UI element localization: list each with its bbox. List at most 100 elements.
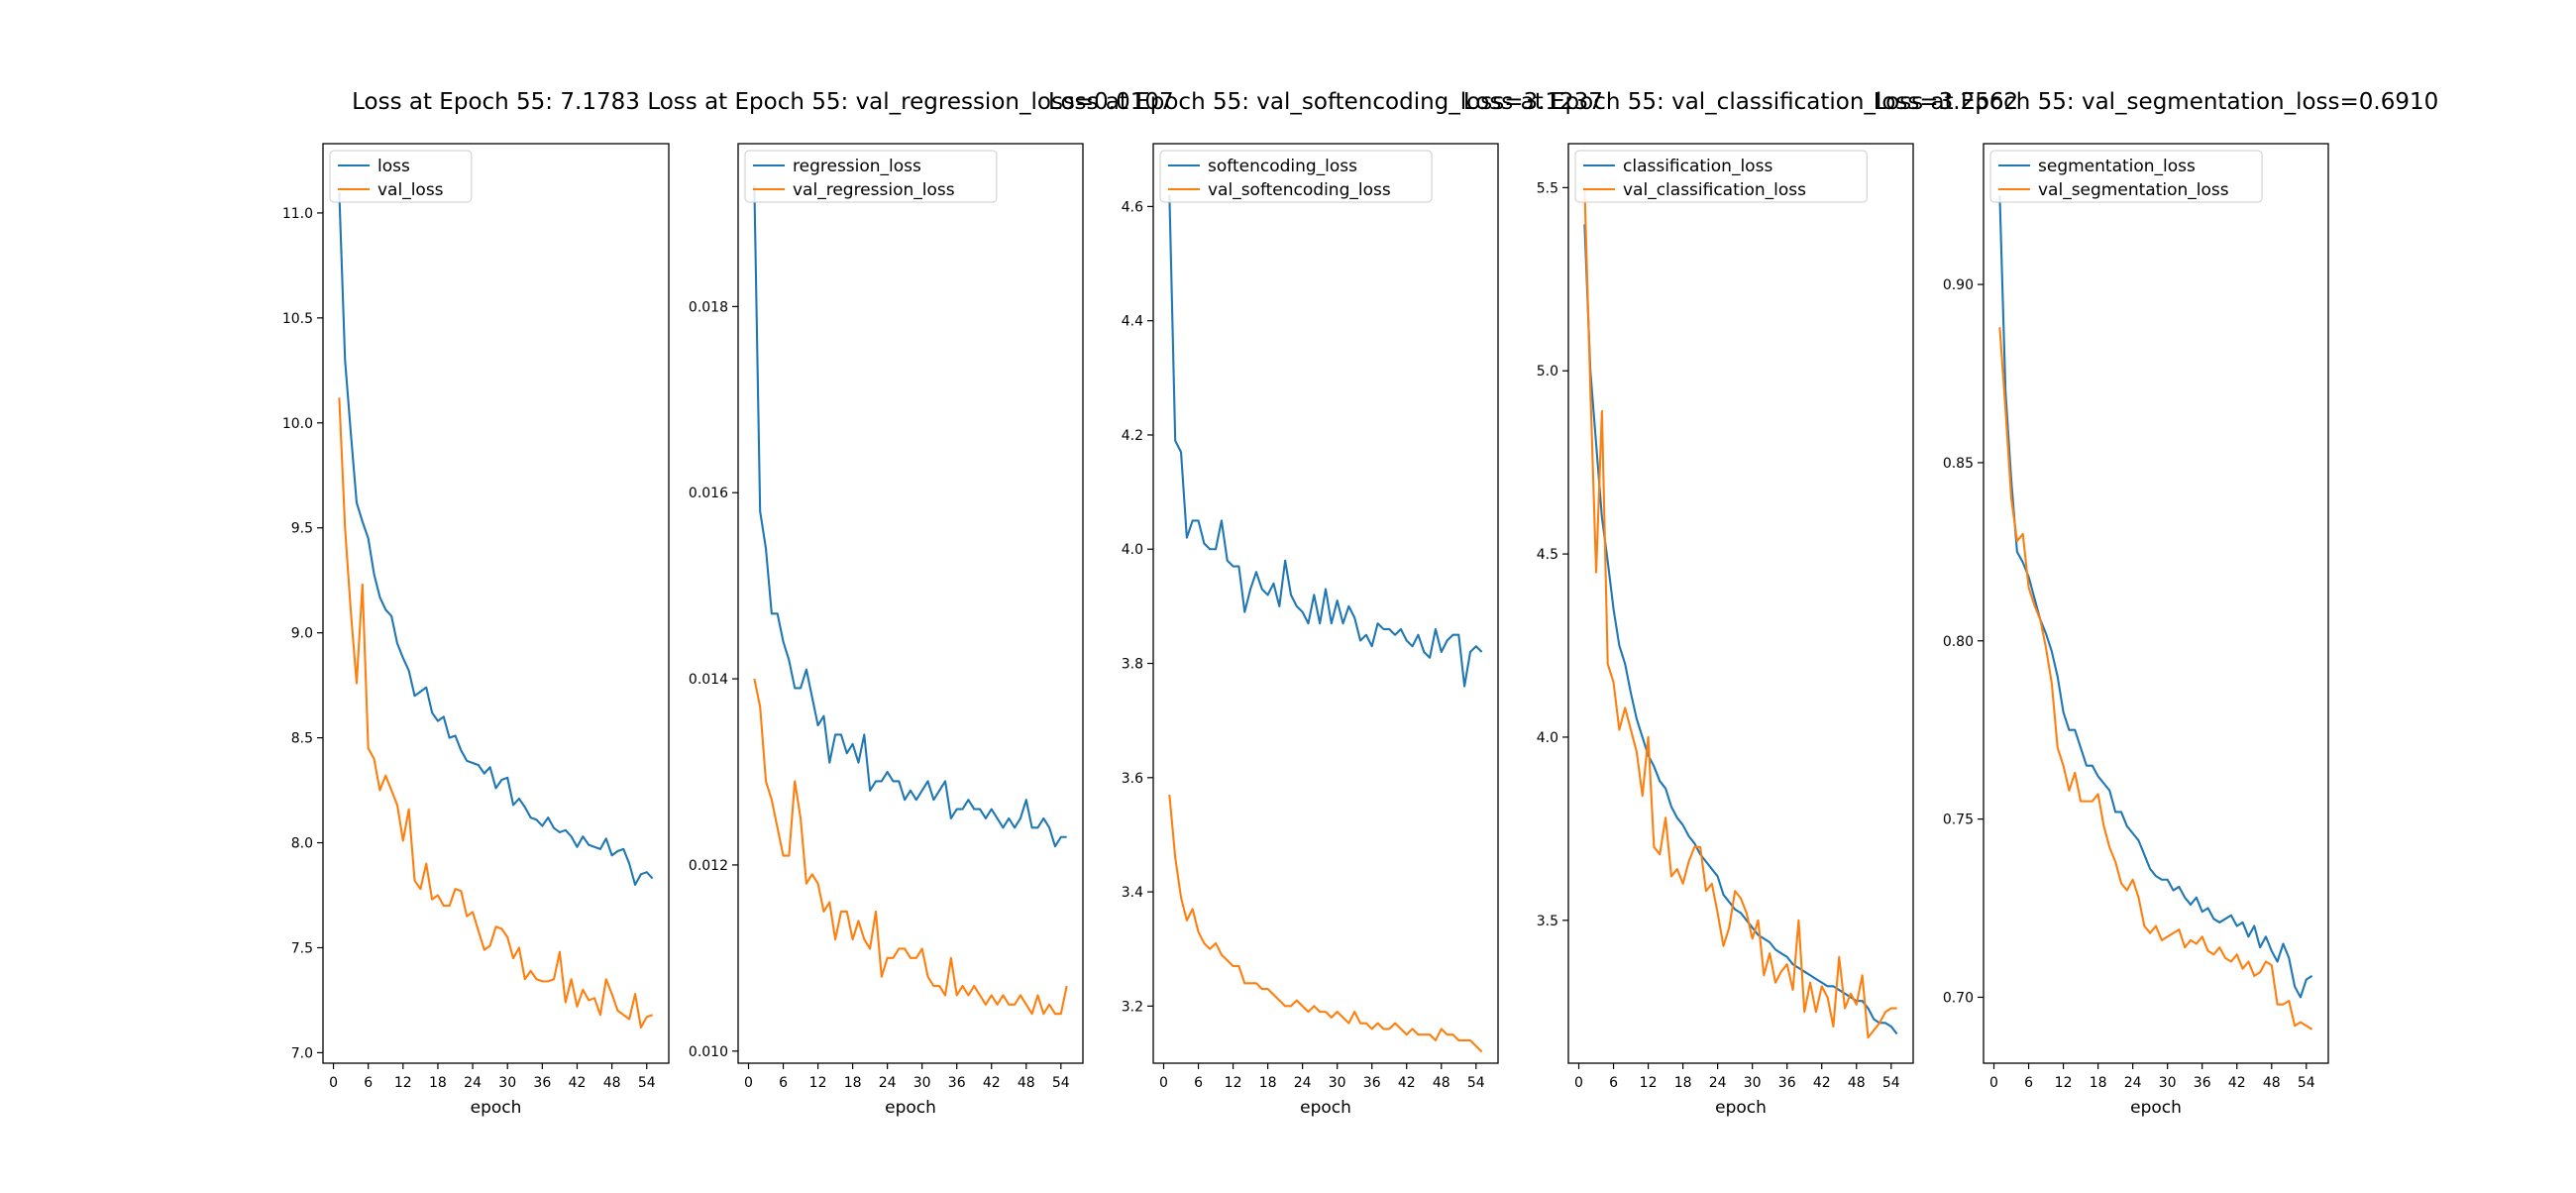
legend-label: loss [377,157,410,176]
x-tick-label: 36 [1778,1075,1796,1091]
legend-label: val_loss [377,180,444,200]
x-tick-label: 54 [1052,1075,1070,1091]
x-tick-label: 54 [638,1075,656,1091]
y-tick-label: 5.0 [1537,364,1558,380]
x-tick-label: 6 [364,1075,373,1091]
series-line-train [338,191,654,886]
x-tick-label: 48 [1433,1075,1450,1091]
y-tick-label: 0.90 [1943,277,1974,293]
x-tick-label: 30 [1329,1075,1346,1091]
legend-label: regression_loss [793,157,921,176]
y-tick-label: 9.0 [291,626,313,642]
y-tick-label: 7.0 [291,1045,313,1061]
y-tick-label: 7.5 [291,940,313,956]
x-tick-label: 6 [2024,1075,2033,1091]
series-line-val [1168,794,1483,1053]
x-tick-label: 36 [948,1075,966,1091]
x-tick-label: 6 [1194,1075,1203,1091]
y-tick-label: 0.70 [1943,990,1974,1006]
axes-frame [1567,143,1914,1064]
subplot-4: Loss at Epoch 55: val_classification_los… [1463,89,2018,1118]
x-tick-label: 12 [1640,1075,1658,1091]
axes-frame [1152,143,1499,1064]
x-tick-label: 42 [1398,1075,1416,1091]
series-line-val [1998,327,2313,1030]
legend-label: segmentation_loss [2038,157,2196,176]
x-tick-label: 12 [394,1075,412,1091]
y-tick-label: 0.012 [689,858,728,874]
series-line-val [753,678,1068,1016]
x-tick-label: 30 [498,1075,516,1091]
subplot-title: Loss at Epoch 55: val_softencoding_loss=… [1048,89,1603,115]
x-tick-label: 24 [1709,1075,1727,1091]
y-tick-label: 4.4 [1122,314,1143,330]
y-tick-label: 10.0 [282,416,313,432]
axes-frame [737,143,1084,1064]
x-tick-label: 0 [744,1075,753,1091]
legend: softencoding_loss val_softencoding_loss [1159,150,1433,203]
series-line-train [753,185,1067,848]
subplot-title: Loss at Epoch 55: 7.1783 [352,89,640,115]
x-tick-label: 18 [429,1075,447,1091]
legend-box [744,150,998,203]
axes-frame [322,143,670,1064]
x-tick-label: 6 [779,1075,788,1091]
subplot-title: Loss at Epoch 55: val_classification_los… [1463,89,2018,115]
x-tick-label: 36 [2194,1075,2211,1091]
y-tick-label: 0.018 [689,299,728,315]
series-line-val [338,397,653,1030]
y-tick-label: 5.5 [1537,180,1558,196]
legend-label: val_softencoding_loss [1208,180,1391,200]
y-tick-label: 10.5 [282,311,313,327]
x-tick-label: 30 [913,1075,931,1091]
y-tick-label: 0.016 [689,486,728,501]
x-tick-label: 42 [569,1075,587,1091]
legend-box [1574,150,1868,203]
y-tick-label: 0.80 [1943,634,1974,650]
y-tick-label: 8.0 [291,836,313,852]
x-axis-label: epoch [471,1098,522,1118]
subplot-1: Loss at Epoch 55: 7.1783 0 6 12 18 24 30 36 42 48… [282,89,670,1118]
legend: loss val_loss [329,150,473,203]
legend: classification_loss val_classification_lo… [1574,150,1868,203]
y-tick-label: 3.8 [1122,657,1143,673]
legend: segmentation_loss val_segmentation_loss [1989,150,2263,203]
x-tick-label: 48 [2263,1075,2281,1091]
legend-label: val_classification_loss [1623,180,1806,200]
x-tick-label: 12 [1225,1075,1242,1091]
legend-label: val_regression_loss [793,180,955,200]
x-tick-label: 0 [1159,1075,1168,1091]
x-tick-label: 36 [533,1075,551,1091]
y-tick-label: 4.6 [1122,199,1143,215]
x-tick-label: 12 [809,1075,827,1091]
x-tick-label: 12 [2055,1075,2073,1091]
x-tick-label: 24 [879,1075,897,1091]
x-axis-label: epoch [1715,1098,1767,1118]
x-tick-label: 24 [464,1075,482,1091]
x-tick-label: 18 [2090,1075,2107,1091]
x-tick-label: 36 [1363,1075,1381,1091]
x-tick-label: 18 [844,1075,862,1091]
x-tick-label: 18 [1674,1075,1692,1091]
legend-label: val_segmentation_loss [2038,180,2229,200]
y-tick-label: 3.6 [1122,771,1143,787]
x-tick-label: 42 [983,1075,1001,1091]
y-tick-label: 4.0 [1122,542,1143,558]
x-tick-label: 42 [1813,1075,1831,1091]
y-tick-label: 3.4 [1122,885,1143,901]
y-tick-label: 0.85 [1943,456,1974,472]
x-axis-label: epoch [885,1098,936,1118]
y-tick-label: 0.75 [1943,813,1974,828]
subplot-5: Loss at Epoch 55: val_segmentation_loss=… [1874,89,2439,1118]
y-tick-label: 11.0 [282,206,313,222]
x-tick-label: 48 [1018,1075,1035,1091]
y-tick-label: 3.2 [1122,999,1143,1015]
x-tick-label: 0 [1989,1075,1998,1091]
series-line-train [1168,194,1483,688]
subplot-3: Loss at Epoch 55: val_softencoding_loss=… [1048,89,1603,1118]
legend-box [1159,150,1433,203]
legend-label: classification_loss [1623,157,1772,176]
y-tick-label: 0.010 [689,1044,728,1060]
y-tick-label: 4.2 [1122,428,1143,444]
